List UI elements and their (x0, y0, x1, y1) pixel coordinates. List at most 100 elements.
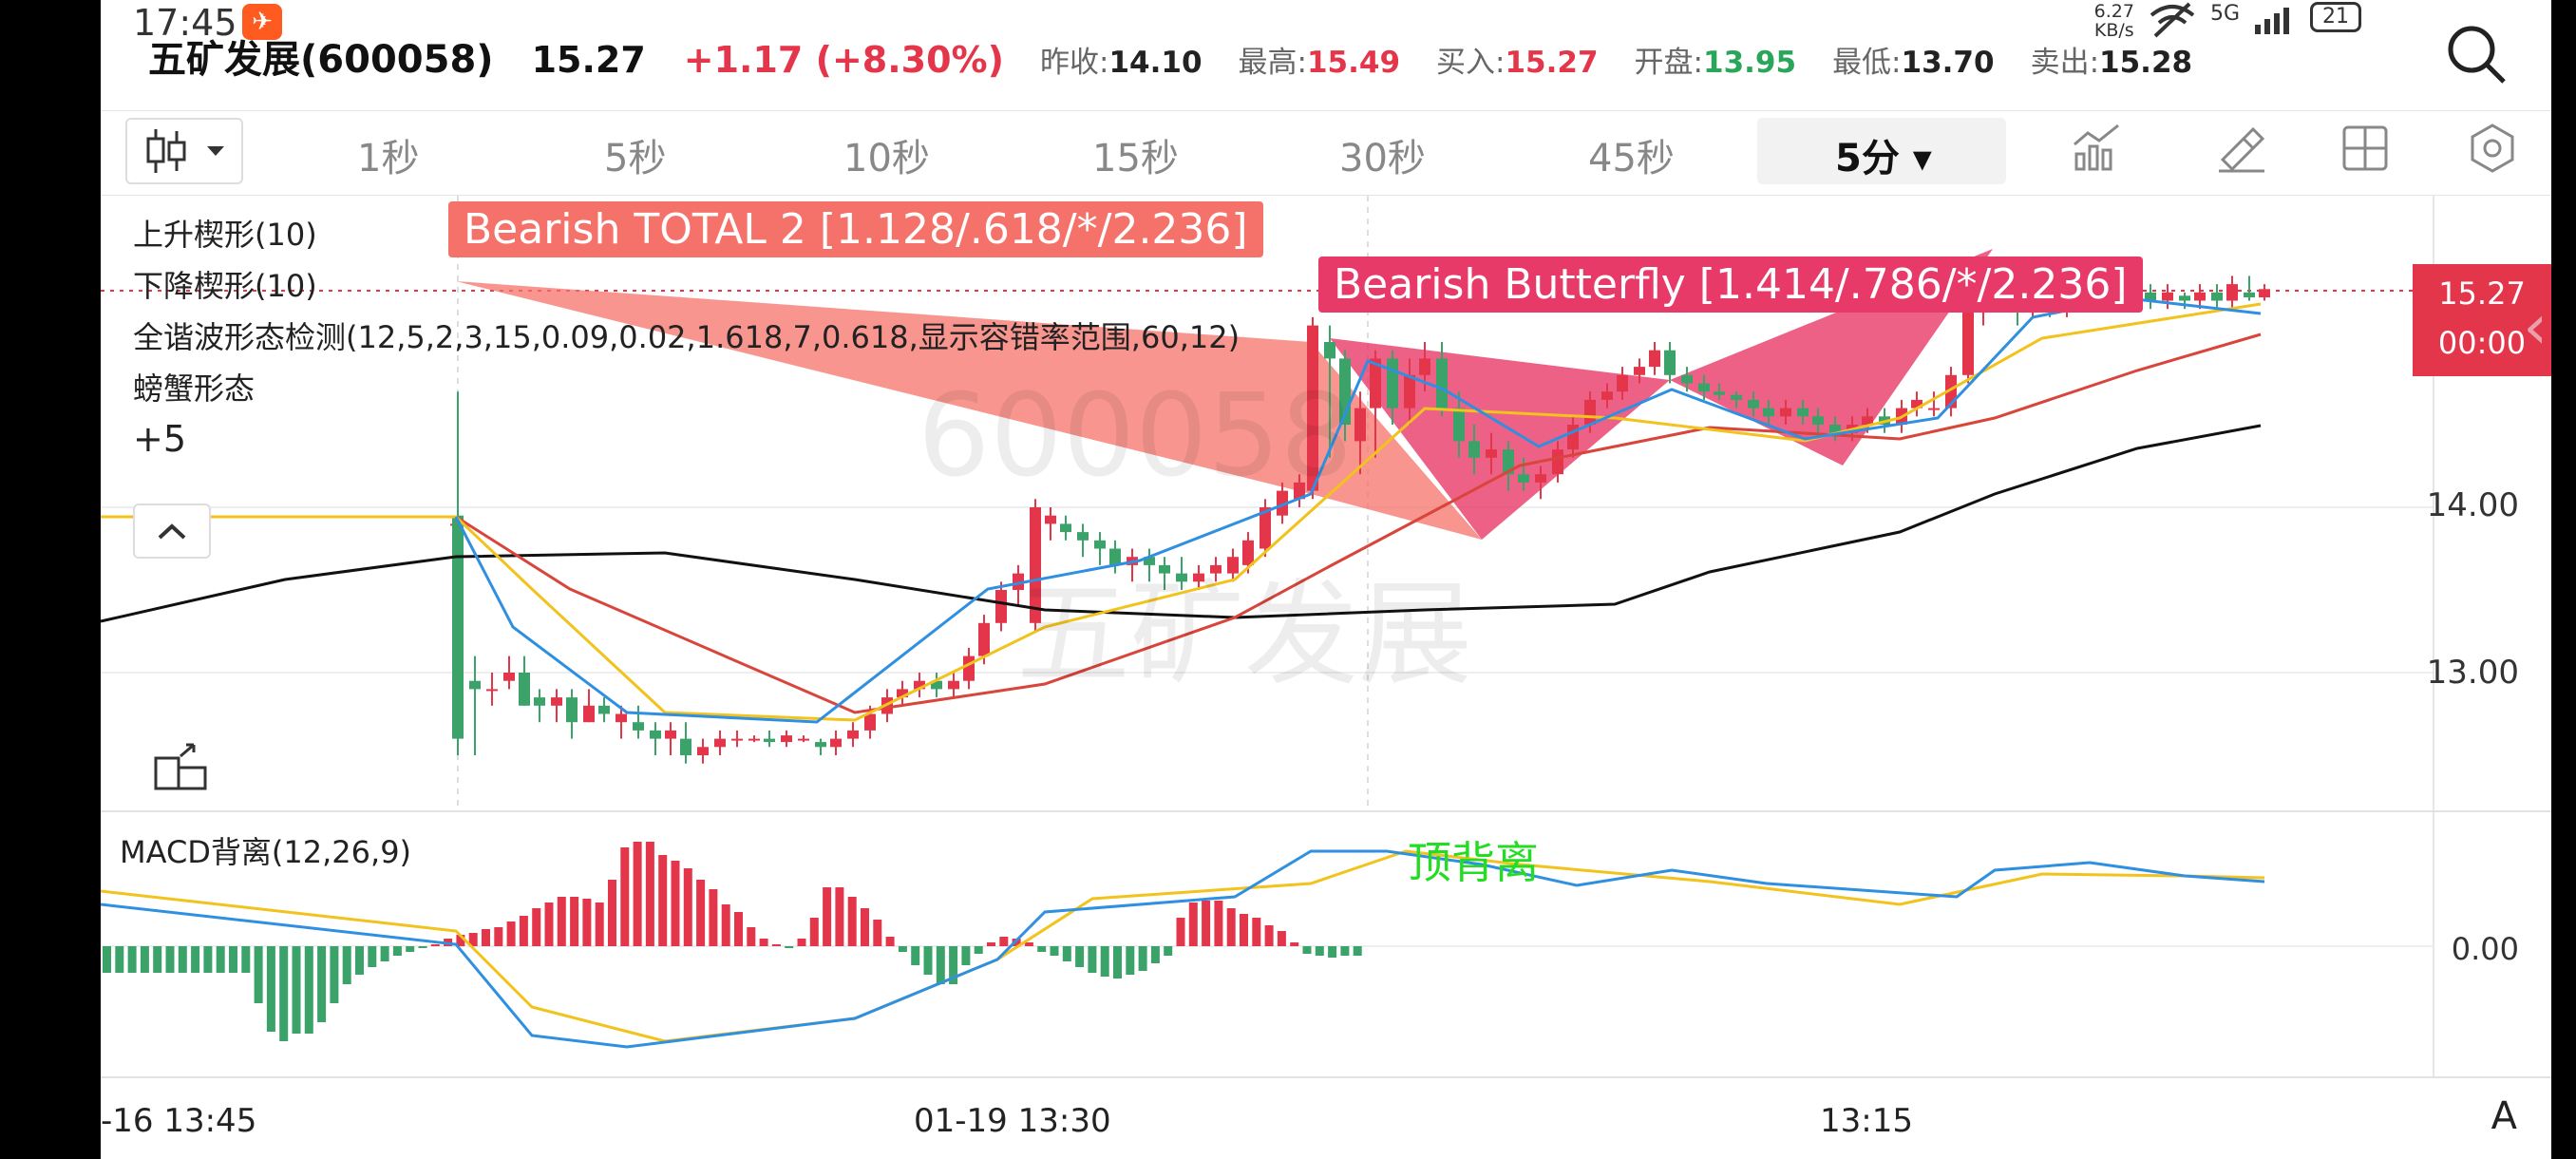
bearish-total2-shape (456, 281, 1482, 540)
tab-5min-label[interactable]: 5分 ▾ (1835, 137, 1932, 180)
left-black-band (0, 0, 101, 1159)
tab-active-timeframe[interactable] (1757, 118, 2006, 184)
candle-body (1109, 548, 1121, 565)
chart-toolbar (101, 110, 2551, 196)
candle-body (1681, 374, 1693, 384)
bid-price: 买入:15.27 (1436, 46, 1599, 80)
candle-body (551, 697, 562, 706)
macd-bar (241, 946, 251, 973)
macd-bar (203, 946, 213, 973)
indicator-more-count[interactable]: +5 (133, 418, 187, 460)
layout-icon[interactable] (2339, 122, 2392, 175)
macd-bar (115, 946, 124, 973)
macd-bar (1088, 946, 1097, 973)
candle-body (1210, 564, 1222, 574)
candle-body (1324, 342, 1335, 359)
indicator-harmonic-detection[interactable]: 全谐波形态检测(12,5,2,3,15,0.09,0.02,1.618,7,0.… (133, 319, 1241, 355)
macd-bar (1100, 946, 1109, 977)
macd-bar (797, 939, 806, 946)
candle-body (665, 730, 676, 739)
macd-bar (406, 946, 415, 952)
macd-bar (330, 946, 339, 1003)
candlestick-type-selector[interactable] (125, 118, 243, 184)
candle-body (1698, 383, 1710, 392)
chevron-left-icon[interactable]: ‹ (2523, 293, 2548, 363)
candle-body (1634, 367, 1645, 375)
macd-bar (1302, 946, 1312, 954)
candle-body (1962, 309, 1974, 375)
macd-lines (100, 849, 2265, 1049)
macd-bar (861, 908, 869, 946)
candle-body (1503, 449, 1514, 475)
macd-bar (809, 918, 819, 946)
macd-bar (835, 887, 844, 946)
moving-average-lines (100, 296, 2262, 724)
candle-body (1468, 441, 1480, 458)
indicator-falling-wedge[interactable]: 下降楔形(10) (133, 268, 317, 304)
indicator-icon[interactable] (2071, 122, 2124, 175)
macd-bar (103, 946, 111, 973)
tab-timeframe-0[interactable]: 1秒 (357, 137, 420, 180)
candle-body (697, 747, 709, 755)
settings-icon[interactable] (2466, 122, 2519, 175)
candle-body (1370, 358, 1381, 408)
tab-timeframe-4[interactable]: 30秒 (1339, 137, 1426, 180)
macd-bar (456, 935, 465, 946)
tab-timeframe-3[interactable]: 15秒 (1092, 137, 1179, 180)
macd-bar (785, 946, 794, 948)
macd-bar (1024, 942, 1033, 946)
net-speed: 6.27 KB/s (2093, 1, 2134, 41)
stock-name: 五矿发展(600058) (148, 38, 494, 82)
export-icon[interactable] (152, 739, 211, 792)
watermark-code: 600058 (918, 370, 1354, 503)
font-size-button[interactable]: A (2491, 1094, 2517, 1138)
candle-body (1404, 374, 1415, 408)
candle-body (1159, 564, 1170, 574)
indicator-crab-pattern[interactable]: 螃蟹形态 (133, 370, 256, 407)
candle-body (1552, 449, 1563, 475)
macd-bar (645, 842, 654, 946)
candle-body (1649, 350, 1660, 368)
macd-bar (1290, 942, 1299, 946)
macd-bar (468, 933, 478, 946)
macd-bar (229, 946, 237, 973)
macd-bar (342, 946, 351, 984)
network-type: 5G (2209, 2, 2240, 26)
candle-body (1780, 408, 1791, 417)
candle-body (931, 680, 942, 690)
macd-bar (418, 946, 427, 948)
notification-app-icon: ✈ (242, 4, 282, 40)
macd-bar (153, 946, 162, 973)
wifi-off-icon (2150, 2, 2195, 38)
candle-body (1601, 391, 1613, 400)
tab-timeframe-5[interactable]: 45秒 (1588, 137, 1675, 180)
macd-bar (1164, 946, 1173, 956)
macd-bar (671, 861, 680, 946)
candle-body (1584, 399, 1596, 425)
candle-body (1387, 358, 1398, 408)
macd-bar (494, 927, 503, 946)
macd-bar (823, 887, 832, 946)
macd-bar (482, 929, 490, 946)
collapse-indicators-button[interactable] (133, 504, 211, 559)
pattern-label-bearish-butterfly: Bearish Butterfly [1.414/.786/*/2.236] (1318, 256, 2143, 313)
draw-icon[interactable] (2215, 122, 2268, 175)
candle-body (963, 656, 975, 681)
macd-bar (898, 946, 907, 952)
price-level-13: 13.00 (2426, 654, 2519, 692)
indicator-rising-wedge[interactable]: 上升楔形(10) (133, 217, 317, 253)
candle-body (1617, 374, 1628, 392)
macd-bar (355, 946, 364, 975)
search-icon[interactable] (2443, 21, 2510, 87)
tab-timeframe-2[interactable]: 10秒 (843, 137, 930, 180)
candle-body (2194, 292, 2206, 301)
macd-bar (1037, 946, 1047, 952)
candle-body (781, 735, 792, 743)
candle-body (598, 705, 610, 714)
macd-bar (1188, 902, 1198, 946)
macd-bar (658, 855, 668, 946)
macd-indicator-label[interactable]: MACD背离(12,26,9) (120, 834, 412, 870)
time-label-1: -16 13:45 (101, 1102, 257, 1140)
tab-timeframe-1[interactable]: 5秒 (604, 137, 667, 180)
